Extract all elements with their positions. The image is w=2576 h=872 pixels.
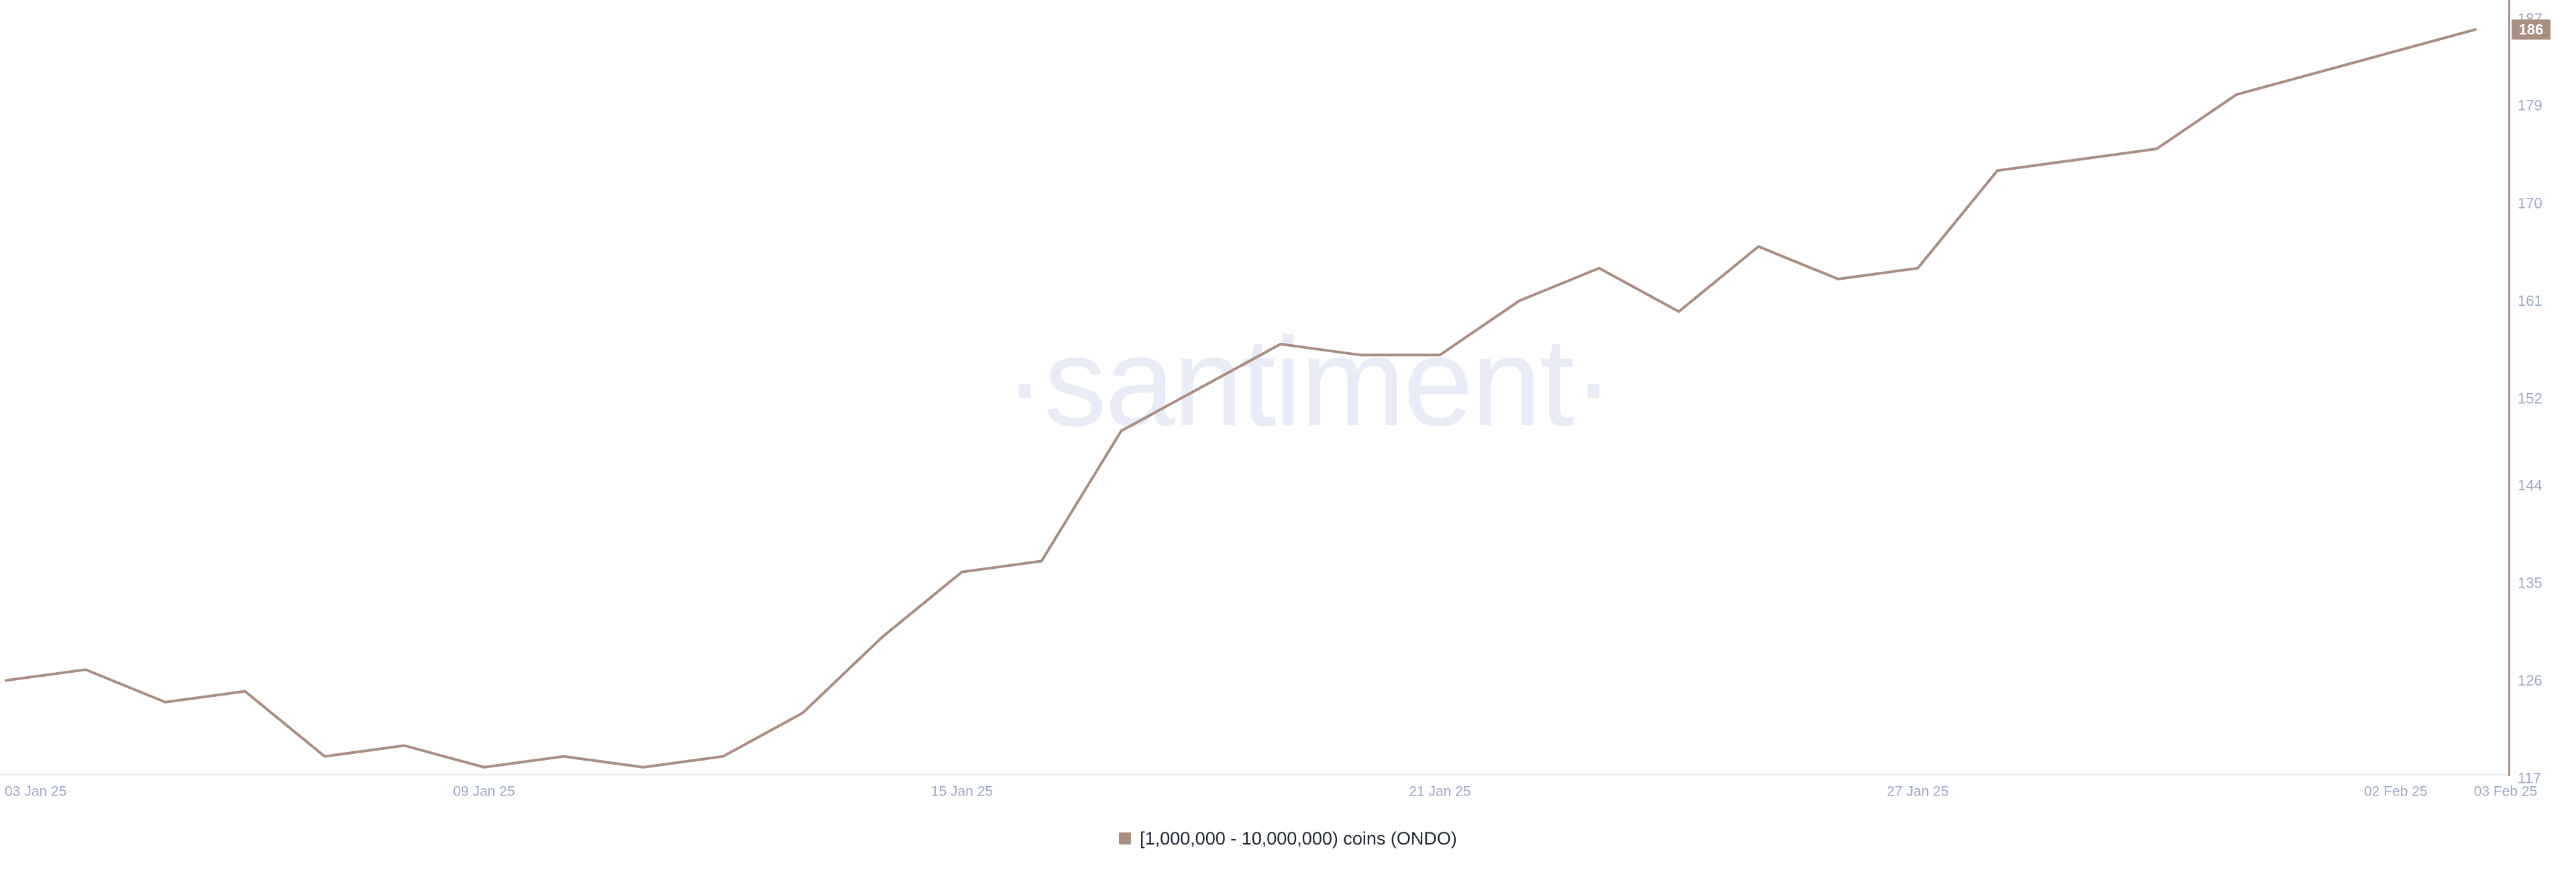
legend-label: [1,000,000 - 10,000,000) coins (ONDO) xyxy=(1140,828,1457,849)
legend-item[interactable]: [1,000,000 - 10,000,000) coins (ONDO) xyxy=(1119,828,1457,849)
x-axis-label: 09 Jan 25 xyxy=(453,784,515,800)
x-axis-label: 21 Jan 25 xyxy=(1409,784,1470,800)
watermark: ·santiment· xyxy=(1004,311,1612,452)
legend-swatch-icon xyxy=(1119,832,1132,844)
legend: [1,000,000 - 10,000,000) coins (ONDO) xyxy=(0,824,2576,853)
x-axis-label: 15 Jan 25 xyxy=(931,784,993,800)
y-axis-label: 179 xyxy=(2518,97,2542,114)
x-axis-label: 03 Jan 25 xyxy=(5,784,66,800)
y-axis-label: 161 xyxy=(2518,292,2542,309)
badge-background xyxy=(2512,19,2551,40)
y-axis-label: 126 xyxy=(2518,672,2542,689)
series-line[interactable] xyxy=(5,28,2477,769)
y-axis-label: 135 xyxy=(2518,574,2542,591)
y-axis-label: 170 xyxy=(2518,195,2542,211)
y-axis-label: 117 xyxy=(2518,770,2541,787)
y-axis-label: 152 xyxy=(2518,390,2542,406)
x-axis-label: 27 Jan 25 xyxy=(1887,784,1949,800)
x-axis-label: 02 Feb 25 xyxy=(2364,784,2428,800)
series-group xyxy=(5,28,2477,769)
badge-value: 186 xyxy=(2519,21,2544,38)
x-axis-label: 03 Feb 25 xyxy=(2474,784,2538,800)
y-axis-label: 144 xyxy=(2518,477,2542,494)
x-axis-labels: 03 Jan 25 09 Jan 25 15 Jan 25 21 Jan 25 27 J… xyxy=(5,784,2537,800)
last-value-badge: 186 xyxy=(2512,19,2551,40)
